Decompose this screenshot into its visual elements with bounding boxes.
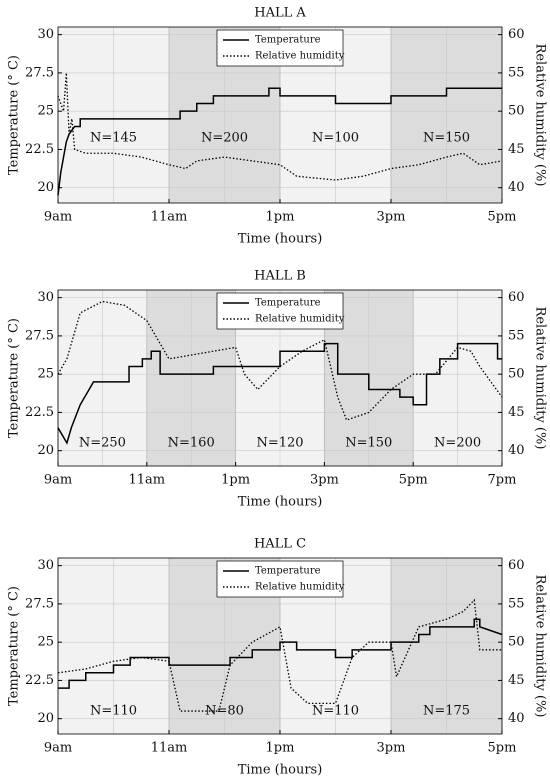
chart-title: HALL B xyxy=(254,269,306,284)
legend: Temperature Relative humidity xyxy=(216,29,345,67)
region-label: N=110 xyxy=(312,704,359,719)
region-label: N=160 xyxy=(168,436,215,451)
legend-label: Relative humidity xyxy=(255,314,345,325)
y2-axis-label: Relative humidity (%) xyxy=(533,44,548,187)
legend: Temperature Relative humidity xyxy=(216,560,345,598)
x-tick-label: 11am xyxy=(151,741,188,756)
y-axis-label: Temperature (° C) xyxy=(7,318,22,438)
y2-tick-label: 40 xyxy=(508,711,525,726)
chart-title: HALL C xyxy=(254,537,306,552)
series-line xyxy=(57,300,503,421)
legend-label: Temperature xyxy=(255,35,321,46)
x-tick-label: 5pm xyxy=(399,473,428,488)
legend-box xyxy=(216,560,344,598)
y-axis-label: Temperature (° C) xyxy=(7,586,22,706)
x-tick-label: 5pm xyxy=(488,741,517,756)
x-tick-label: 11am xyxy=(128,473,165,488)
region-label: N=120 xyxy=(256,436,303,451)
y-tick-label: 30 xyxy=(37,558,54,573)
region-label: N=200 xyxy=(201,130,248,145)
x-tick-label: 3pm xyxy=(310,473,339,488)
x-tick-label: 1pm xyxy=(266,210,295,225)
x-axis-label: Time (hours) xyxy=(238,763,323,778)
x-tick-label: 9am xyxy=(44,210,72,225)
y-axis-label: Temperature (° C) xyxy=(7,55,22,175)
y2-axis-label: Relative humidity (%) xyxy=(533,575,548,718)
x-tick-label: 1pm xyxy=(266,741,295,756)
region-label: N=100 xyxy=(312,130,359,145)
x-axis-label: Time (hours) xyxy=(238,495,323,510)
region-label: N=250 xyxy=(79,436,126,451)
region-label: N=200 xyxy=(434,436,481,451)
series-line xyxy=(58,618,503,689)
x-tick-label: 3pm xyxy=(377,210,406,225)
y-tick-label: 22.5 xyxy=(25,405,54,420)
legend-label: Temperature xyxy=(255,298,321,309)
y2-tick-label: 50 xyxy=(508,635,525,650)
series-line xyxy=(57,342,502,445)
x-axis-label: Time (hours) xyxy=(238,232,323,247)
x-tick-label: 9am xyxy=(44,741,72,756)
legend-box xyxy=(216,292,344,330)
legend-label: Relative humidity xyxy=(255,51,345,62)
y-tick-label: 25 xyxy=(37,635,54,650)
x-tick-label: 9am xyxy=(44,473,72,488)
x-tick-label: 3pm xyxy=(377,741,406,756)
region-label: N=150 xyxy=(423,130,470,145)
y-tick-label: 25 xyxy=(37,367,54,382)
y2-tick-label: 40 xyxy=(508,443,525,458)
y-tick-label: 30 xyxy=(37,27,54,42)
legend: Temperature Relative humidity xyxy=(216,292,345,330)
region-label: N=150 xyxy=(345,436,392,451)
y2-tick-label: 55 xyxy=(508,65,525,80)
region-label: N=145 xyxy=(90,130,137,145)
x-tick-label: 11am xyxy=(151,210,188,225)
legend-label: Relative humidity xyxy=(255,582,345,593)
y-tick-label: 20 xyxy=(37,711,54,726)
x-tick-label: 5pm xyxy=(488,210,517,225)
y2-tick-label: 50 xyxy=(508,104,525,119)
y2-tick-label: 45 xyxy=(508,673,525,688)
y-tick-label: 27.5 xyxy=(25,328,54,343)
plot-frame xyxy=(57,289,503,467)
y2-tick-label: 40 xyxy=(508,180,525,195)
y-tick-label: 22.5 xyxy=(25,142,54,157)
y2-tick-label: 50 xyxy=(508,367,525,382)
y2-tick-label: 45 xyxy=(508,405,525,420)
region-label: N=110 xyxy=(90,704,137,719)
y-tick-label: 20 xyxy=(37,180,54,195)
y-tick-label: 22.5 xyxy=(25,673,54,688)
y-tick-label: 20 xyxy=(37,443,54,458)
y-tick-label: 25 xyxy=(37,104,54,119)
y2-tick-label: 45 xyxy=(508,142,525,157)
y2-tick-label: 55 xyxy=(508,328,525,343)
y2-tick-label: 60 xyxy=(508,558,525,573)
region-label: N=175 xyxy=(423,704,470,719)
legend-box xyxy=(216,29,344,67)
y2-tick-label: 60 xyxy=(508,27,525,42)
region-label: N=80 xyxy=(205,704,244,719)
y-tick-label: 27.5 xyxy=(25,65,54,80)
x-tick-label: 7pm xyxy=(488,473,517,488)
chart-title: HALL A xyxy=(254,6,306,21)
y2-tick-label: 60 xyxy=(508,290,525,305)
y-tick-label: 30 xyxy=(37,290,54,305)
x-tick-label: 1pm xyxy=(221,473,250,488)
series-line xyxy=(57,72,503,181)
y2-axis-label: Relative humidity (%) xyxy=(533,307,548,450)
y-tick-label: 27.5 xyxy=(25,596,54,611)
y2-tick-label: 55 xyxy=(508,596,525,611)
legend-label: Temperature xyxy=(255,566,321,577)
